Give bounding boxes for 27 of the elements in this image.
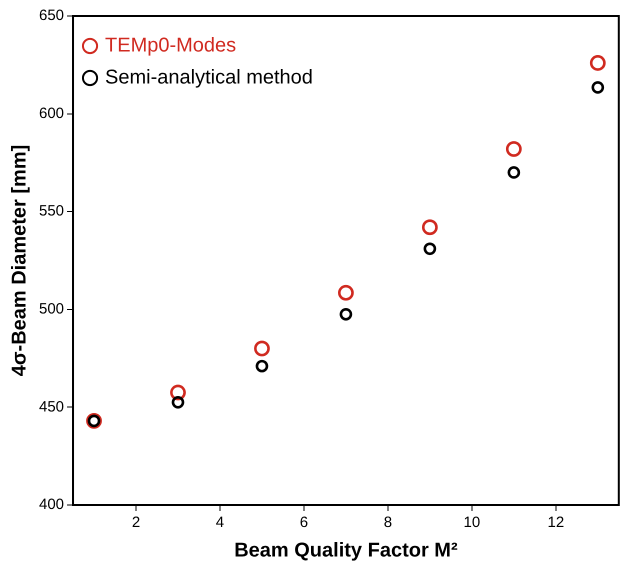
x-tick-label: 2 <box>132 514 140 532</box>
point <box>508 166 520 179</box>
x-axis-title: Beam Quality Factor M² <box>234 540 458 562</box>
point <box>590 55 606 71</box>
point <box>254 340 270 356</box>
x-tick-label: 10 <box>464 514 480 532</box>
y-tick-label: 500 <box>38 300 64 318</box>
y-tick-label: 600 <box>38 104 64 122</box>
point <box>338 284 354 301</box>
point <box>256 360 268 372</box>
point <box>506 141 522 157</box>
y-tick-label: 450 <box>38 398 64 416</box>
y-tick-label: 400 <box>38 496 64 514</box>
point <box>172 396 184 409</box>
point <box>340 308 352 321</box>
y-tick-label: 550 <box>38 202 64 220</box>
y-tick-label: 650 <box>38 7 64 24</box>
point <box>424 242 436 256</box>
point <box>422 219 438 236</box>
point <box>592 81 604 94</box>
x-tick-label: 12 <box>547 514 564 532</box>
x-tick-label: 4 <box>216 514 224 532</box>
y-axis-title: 4σ-Beam Diameter [mm] <box>8 144 31 376</box>
x-tick-label: 6 <box>300 514 308 532</box>
x-tick-label: 8 <box>384 514 392 532</box>
legend-label: Semi-analytical method <box>105 66 313 89</box>
legend-label: TEMp0-Modes <box>105 34 236 57</box>
